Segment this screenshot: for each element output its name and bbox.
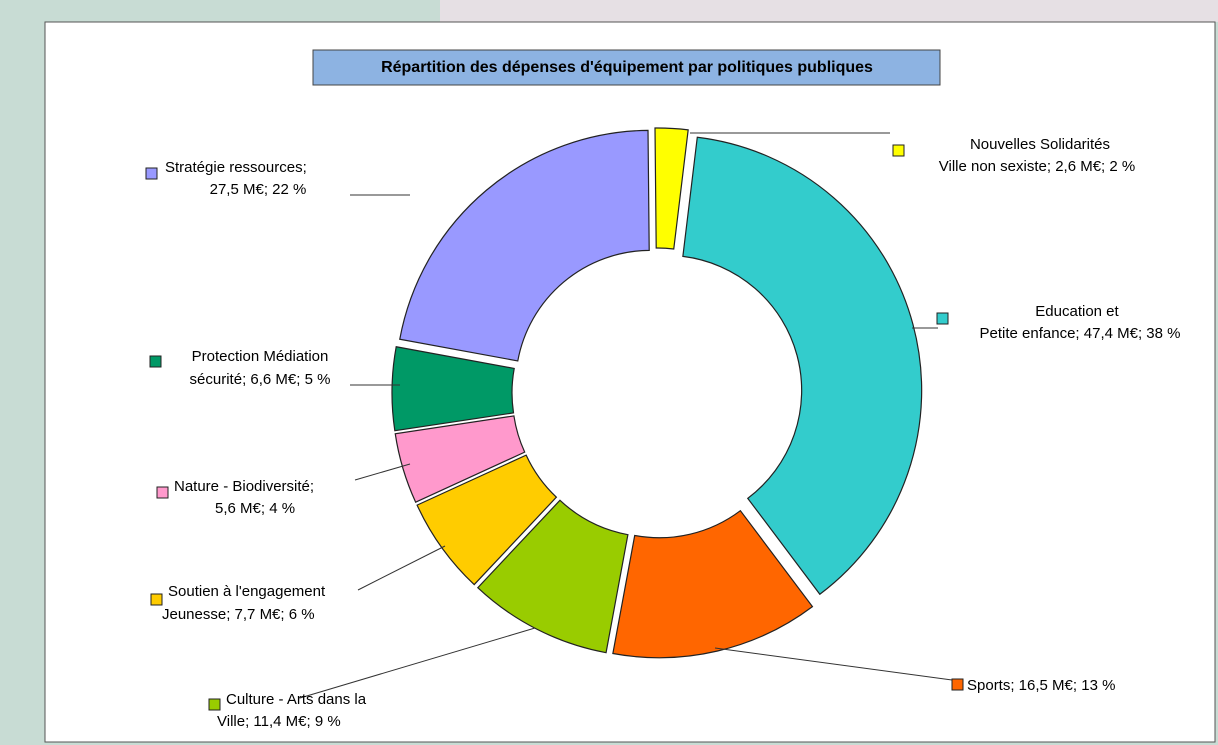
slice-label: Protection Médiation (192, 348, 329, 365)
slice-label: Nature - Biodiversité; (174, 478, 314, 495)
slice-label: Culture - Arts dans la (226, 691, 367, 708)
leader-line (714, 647, 953, 681)
slice (682, 136, 923, 596)
slice-label: Education et (1035, 303, 1119, 320)
slice (612, 509, 814, 659)
slice (391, 346, 515, 432)
slice-label: 27,5 M€; 22 % (210, 181, 307, 198)
leader-line (354, 463, 411, 481)
slice (416, 454, 558, 586)
top-strip (440, 0, 1218, 22)
legend-swatch (149, 355, 162, 368)
legend-swatch (936, 312, 949, 325)
slice-label: sécurité; 6,6 M€; 5 % (190, 371, 331, 388)
slice (394, 415, 526, 503)
slice (654, 127, 689, 250)
legend-swatch (150, 593, 163, 606)
slice-label: Petite enfance; 47,4 M€; 38 % (980, 325, 1181, 342)
slice-label: Jeunesse; 7,7 M€; 6 % (162, 606, 315, 623)
slice-label: Stratégie ressources; (165, 159, 307, 176)
chart-title: Répartition des dépenses d'équipement pa… (381, 59, 873, 76)
slice-label: Ville; 11,4 M€; 9 % (217, 713, 341, 730)
slice (476, 499, 629, 654)
slice-label: Soutien à l'engagement (168, 583, 326, 600)
title-box (312, 49, 941, 86)
slice-label: Nouvelles Solidarités (970, 136, 1110, 153)
legend-swatch (892, 144, 905, 157)
legend-swatch (145, 167, 158, 180)
legend-swatch (156, 486, 169, 499)
slice-label: Sports; 16,5 M€; 13 % (967, 677, 1115, 694)
legend-swatch (208, 698, 221, 711)
slice (399, 129, 650, 362)
leader-line (299, 627, 536, 699)
slice-label: Ville non sexiste; 2,6 M€; 2 % (939, 158, 1136, 175)
leader-line (357, 545, 446, 591)
legend-swatch (951, 678, 964, 691)
slice-label: 5,6 M€; 4 % (215, 500, 295, 517)
